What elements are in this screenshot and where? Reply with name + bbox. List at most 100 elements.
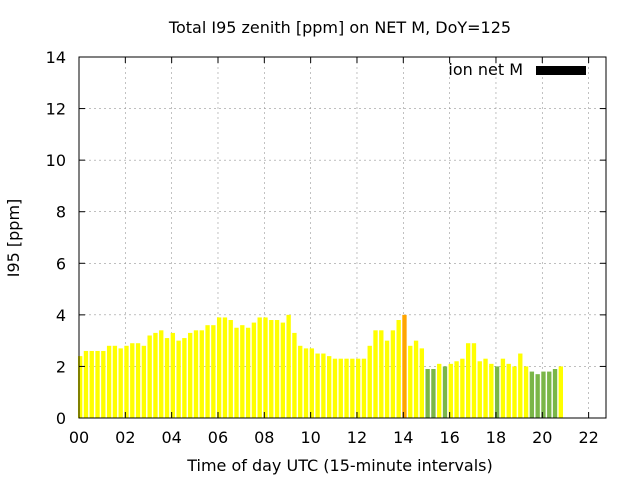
bar [523, 366, 529, 418]
bar [350, 358, 355, 418]
bar [494, 366, 500, 418]
bar [500, 358, 506, 418]
bar [321, 353, 326, 418]
bar [431, 369, 436, 418]
bar [535, 374, 540, 418]
bar [465, 343, 471, 418]
bar [112, 345, 118, 418]
bar [315, 353, 320, 418]
bars [77, 314, 564, 418]
legend: ion net M [448, 60, 586, 79]
bar [228, 320, 233, 418]
bar [130, 343, 135, 418]
y-tick-label: 10 [46, 151, 66, 170]
plot-frame [78, 56, 607, 419]
y-tick-label: 6 [56, 254, 66, 273]
x-tick-label: 20 [532, 428, 552, 447]
y-tick-label: 12 [46, 100, 66, 119]
bar [257, 317, 262, 418]
bar [344, 358, 349, 418]
bar [83, 350, 89, 418]
bar [292, 332, 297, 418]
chart-title: Total I95 zenith [ppm] on NET M, DoY=125 [168, 18, 511, 37]
y-axis-label: I95 [ppm] [4, 199, 23, 278]
bar [101, 350, 106, 418]
bar [373, 330, 378, 418]
x-tick-label: 18 [486, 428, 506, 447]
bar [280, 322, 286, 418]
bar [176, 340, 181, 418]
bar [355, 358, 361, 418]
bar [106, 345, 112, 418]
grid [79, 57, 606, 418]
y-tick-label: 0 [56, 409, 66, 428]
bar [269, 320, 274, 418]
bar [332, 358, 338, 418]
bar [489, 363, 494, 418]
bar [147, 335, 152, 418]
bar [518, 353, 523, 418]
bar [408, 345, 413, 418]
bar [396, 320, 401, 418]
bar [471, 343, 477, 418]
bar [188, 332, 193, 418]
y-tick-label: 2 [56, 357, 66, 376]
bar [390, 330, 396, 418]
bar [367, 345, 372, 418]
x-tick-label: 02 [115, 428, 135, 447]
bar [164, 338, 170, 418]
x-tick-label: 00 [69, 428, 89, 447]
bar [118, 348, 123, 418]
bar [263, 317, 268, 418]
bar [159, 330, 164, 418]
bar [199, 330, 204, 418]
bar [437, 363, 442, 418]
bar [216, 317, 222, 418]
x-tick-label: 04 [161, 428, 181, 447]
bar [483, 358, 488, 418]
bar [309, 348, 314, 418]
legend-label: ion net M [448, 60, 523, 79]
bar [506, 363, 511, 418]
x-tick-label: 14 [393, 428, 413, 447]
bar [442, 366, 448, 418]
x-tick-label: 16 [439, 428, 459, 447]
bar [402, 314, 407, 418]
legend-swatch [536, 66, 586, 75]
y-tick-label: 14 [46, 48, 66, 67]
bar [251, 322, 257, 418]
bar [298, 345, 303, 418]
x-axis-label: Time of day UTC (15-minute intervals) [186, 456, 493, 475]
bar [425, 369, 430, 418]
bar [541, 371, 546, 418]
bar [547, 371, 552, 418]
bar [274, 320, 280, 418]
bar [419, 348, 425, 418]
bar [558, 366, 564, 418]
x-tick-label: 22 [578, 428, 598, 447]
bar [240, 325, 245, 418]
bar [338, 358, 343, 418]
bar [77, 356, 83, 418]
x-tick-label: 10 [300, 428, 320, 447]
bar [89, 350, 94, 418]
y-tick-label: 4 [56, 306, 66, 325]
bar [384, 340, 390, 418]
bar [182, 338, 187, 418]
bar [477, 361, 482, 418]
bar [170, 332, 175, 418]
bar [95, 350, 100, 418]
bar [141, 345, 147, 418]
bar [193, 330, 199, 418]
bar [205, 325, 210, 418]
bar [124, 345, 129, 418]
bar [454, 361, 459, 418]
x-tick-label: 12 [347, 428, 367, 447]
bar [460, 358, 465, 418]
bar [413, 340, 419, 418]
bar [303, 348, 309, 418]
x-tick-label: 08 [254, 428, 274, 447]
bar [552, 369, 558, 418]
